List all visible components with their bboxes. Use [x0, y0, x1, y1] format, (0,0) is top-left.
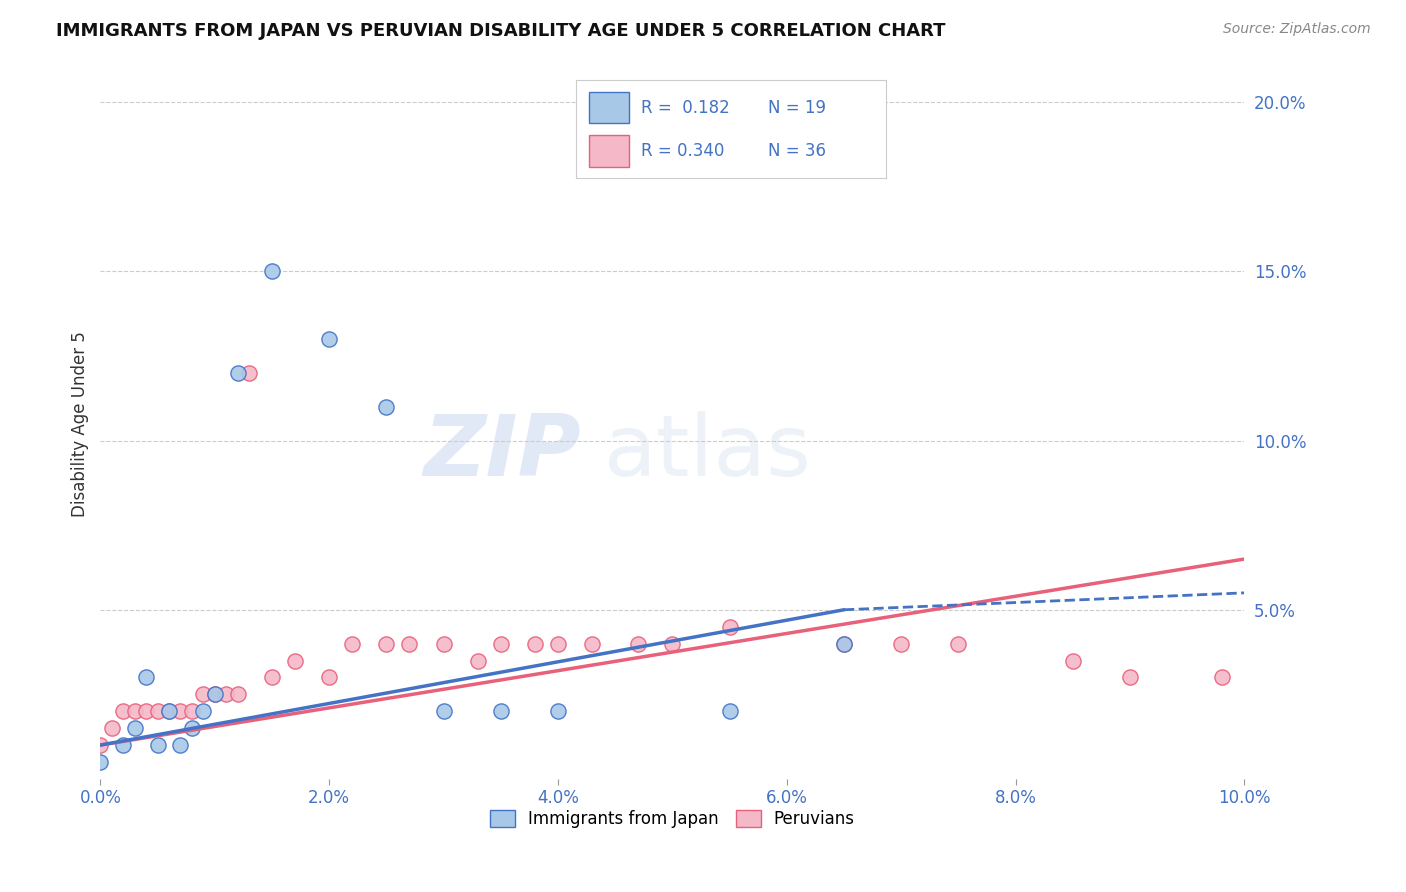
Point	[948, 637, 970, 651]
Point	[375, 637, 398, 651]
Point	[547, 637, 569, 651]
Point	[169, 704, 191, 718]
Y-axis label: Disability Age Under 5: Disability Age Under 5	[72, 331, 89, 516]
Bar	[589, 92, 628, 123]
Point	[284, 653, 307, 667]
Text: R =  0.182: R = 0.182	[641, 99, 730, 117]
Point	[112, 738, 135, 752]
Point	[112, 704, 135, 718]
Point	[1062, 653, 1084, 667]
Point	[489, 637, 512, 651]
Legend: Immigrants from Japan, Peruvians: Immigrants from Japan, Peruvians	[484, 803, 862, 835]
Point	[101, 721, 124, 735]
Point	[89, 755, 111, 769]
Point	[832, 637, 855, 651]
Point	[260, 670, 283, 684]
Point	[260, 264, 283, 278]
Point	[226, 366, 249, 380]
Text: N = 36: N = 36	[768, 142, 827, 160]
Point	[169, 738, 191, 752]
Point	[146, 738, 169, 752]
Point	[718, 704, 741, 718]
Point	[890, 637, 912, 651]
Point	[135, 670, 157, 684]
Point	[124, 704, 146, 718]
Point	[1211, 670, 1233, 684]
Point	[193, 704, 215, 718]
Point	[180, 721, 202, 735]
Text: R = 0.340: R = 0.340	[641, 142, 724, 160]
Point	[238, 366, 260, 380]
Point	[581, 637, 603, 651]
Point	[489, 704, 512, 718]
Point	[193, 687, 215, 701]
Text: ZIP: ZIP	[423, 410, 581, 493]
Point	[124, 721, 146, 735]
Point	[627, 637, 650, 651]
Point	[180, 704, 202, 718]
Point	[776, 163, 799, 178]
Point	[547, 704, 569, 718]
Point	[204, 687, 226, 701]
Point	[89, 738, 111, 752]
Point	[318, 670, 340, 684]
Text: Source: ZipAtlas.com: Source: ZipAtlas.com	[1223, 22, 1371, 37]
Point	[226, 687, 249, 701]
Point	[375, 400, 398, 414]
Text: IMMIGRANTS FROM JAPAN VS PERUVIAN DISABILITY AGE UNDER 5 CORRELATION CHART: IMMIGRANTS FROM JAPAN VS PERUVIAN DISABI…	[56, 22, 946, 40]
Point	[832, 637, 855, 651]
Point	[432, 704, 454, 718]
Point	[1119, 670, 1142, 684]
Point	[524, 637, 547, 651]
Point	[467, 653, 489, 667]
Bar	[589, 136, 628, 167]
Point	[157, 704, 180, 718]
Point	[318, 332, 340, 346]
Point	[146, 704, 169, 718]
Point	[215, 687, 238, 701]
Point	[398, 637, 420, 651]
Text: N = 19: N = 19	[768, 99, 827, 117]
Point	[135, 704, 157, 718]
Point	[661, 637, 683, 651]
Point	[204, 687, 226, 701]
Point	[340, 637, 363, 651]
Text: atlas: atlas	[603, 410, 811, 493]
Point	[718, 620, 741, 634]
Point	[157, 704, 180, 718]
Point	[432, 637, 454, 651]
